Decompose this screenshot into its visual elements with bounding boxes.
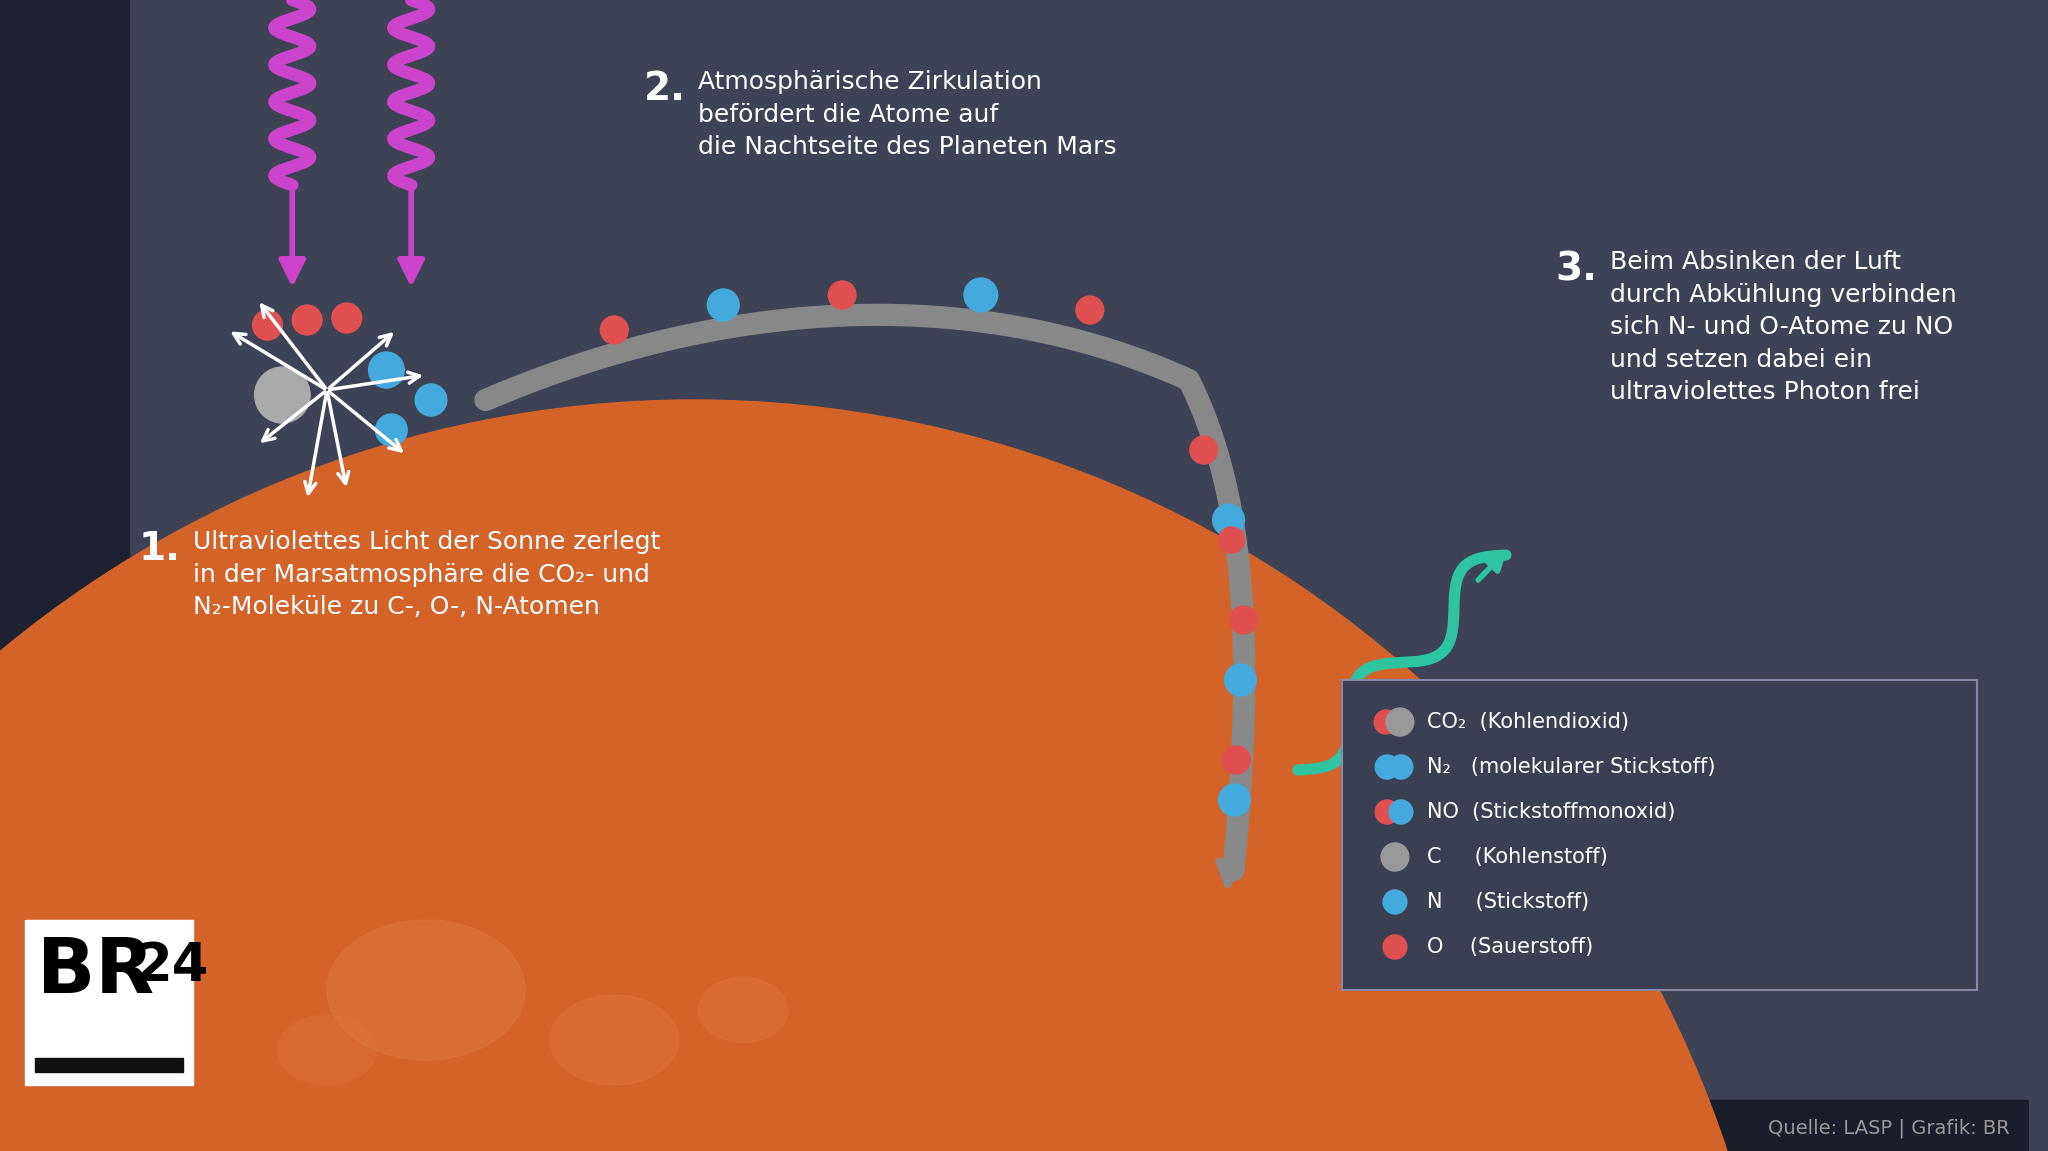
- Circle shape: [416, 384, 446, 416]
- Text: Ultraviolettes Licht der Sonne zerlegt
in der Marsatmosphäre die CO₂- und
N₂-Mol: Ultraviolettes Licht der Sonne zerlegt i…: [193, 529, 659, 619]
- Circle shape: [1212, 504, 1245, 536]
- Circle shape: [369, 352, 403, 388]
- Ellipse shape: [276, 1015, 377, 1085]
- Circle shape: [1382, 890, 1407, 914]
- Bar: [0, 1100, 2030, 1151]
- Circle shape: [1219, 784, 1251, 816]
- Text: Beim Absinken der Luft
durch Abkühlung verbinden
sich N- und O-Atome zu NO
und s: Beim Absinken der Luft durch Abkühlung v…: [1610, 250, 1956, 404]
- Circle shape: [254, 367, 309, 424]
- Text: N     (Stickstoff): N (Stickstoff): [1427, 892, 1589, 912]
- Circle shape: [1374, 755, 1399, 779]
- Text: Atmosphärische Zirkulation
befördert die Atome auf
die Nachtseite des Planeten M: Atmosphärische Zirkulation befördert die…: [698, 70, 1116, 159]
- Bar: [35, 1058, 182, 1072]
- Circle shape: [1380, 843, 1409, 871]
- Circle shape: [1374, 800, 1399, 824]
- Text: 1.: 1.: [139, 529, 180, 567]
- Text: BR: BR: [37, 935, 154, 1009]
- Circle shape: [707, 289, 739, 321]
- Circle shape: [293, 305, 322, 335]
- Circle shape: [1389, 800, 1413, 824]
- Text: O    (Sauerstoff): O (Sauerstoff): [1427, 937, 1593, 956]
- Circle shape: [252, 310, 283, 340]
- FancyBboxPatch shape: [1343, 680, 1976, 990]
- Circle shape: [965, 279, 997, 312]
- Circle shape: [600, 317, 629, 344]
- Circle shape: [827, 281, 856, 308]
- Text: 24: 24: [135, 940, 209, 992]
- Circle shape: [1386, 708, 1413, 735]
- Ellipse shape: [549, 994, 678, 1085]
- Text: C     (Kohlenstoff): C (Kohlenstoff): [1427, 847, 1608, 867]
- Ellipse shape: [328, 920, 524, 1060]
- Text: 2.: 2.: [643, 70, 686, 108]
- Ellipse shape: [698, 977, 788, 1043]
- Circle shape: [1382, 935, 1407, 959]
- Circle shape: [332, 303, 362, 333]
- Text: CO₂  (Kohlendioxid): CO₂ (Kohlendioxid): [1427, 712, 1628, 732]
- Text: Quelle: LASP | Grafik: BR: Quelle: LASP | Grafik: BR: [1767, 1118, 2009, 1137]
- Circle shape: [1075, 296, 1104, 323]
- Bar: [0, 0, 129, 1151]
- Text: NO  (Stickstoffmonoxid): NO (Stickstoffmonoxid): [1427, 802, 1675, 822]
- Circle shape: [1229, 605, 1257, 634]
- Circle shape: [375, 414, 408, 445]
- Text: 3.: 3.: [1556, 250, 1597, 288]
- Circle shape: [1225, 664, 1255, 696]
- Ellipse shape: [0, 401, 1784, 1151]
- Circle shape: [1389, 755, 1413, 779]
- Circle shape: [1374, 710, 1399, 734]
- Circle shape: [1190, 436, 1219, 464]
- Text: N₂   (molekularer Stickstoff): N₂ (molekularer Stickstoff): [1427, 757, 1714, 777]
- Circle shape: [1223, 746, 1251, 773]
- Circle shape: [1219, 527, 1245, 552]
- Bar: [25, 920, 193, 1085]
